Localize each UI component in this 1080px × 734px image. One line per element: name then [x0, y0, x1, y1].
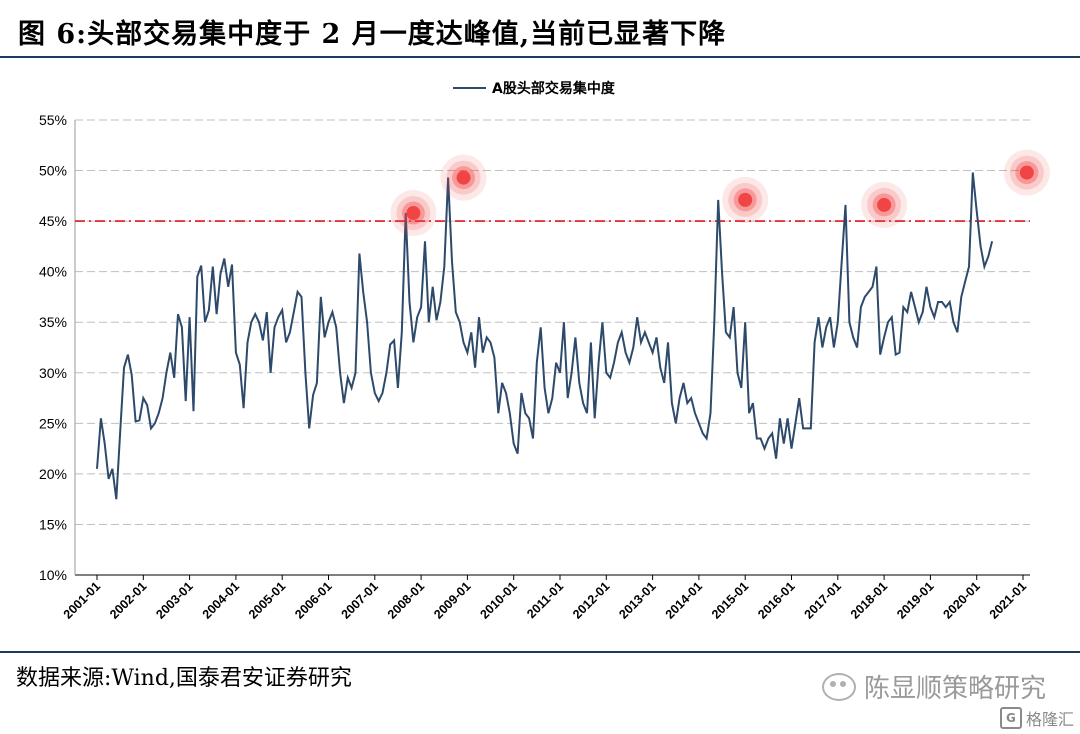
footer-divider: [0, 651, 1080, 653]
watermark-text: 陈显顺策略研究: [863, 674, 1046, 704]
page-title: 图 6:头部交易集中度于 2 月一度达峰值,当前已显著下降: [18, 19, 727, 50]
x-tick-label: 2010-01: [477, 579, 519, 621]
y-tick-label: 55%: [39, 112, 67, 128]
legend: A股头部交易集中度: [453, 80, 616, 97]
peak-markers: [390, 149, 1050, 237]
wechat-icon: [821, 672, 856, 701]
y-tick-label: 15%: [39, 516, 67, 532]
x-axis-ticks: 2001-01 2002-01 2003-01 2004-01 2005-01 2006-…: [61, 575, 1029, 622]
peak-marker: [1003, 149, 1050, 196]
y-tick-label: 50%: [39, 163, 67, 179]
x-tick-label: 2014-01: [663, 579, 705, 621]
x-tick-label: 2017-01: [802, 579, 844, 621]
x-tick-label: 2009-01: [431, 579, 473, 621]
brand-text: 格隆汇: [1025, 710, 1074, 729]
x-tick-label: 2018-01: [848, 579, 890, 621]
x-tick-label: 2005-01: [246, 579, 288, 621]
x-tick-label: 2015-01: [709, 579, 751, 621]
title-divider: [0, 56, 1080, 58]
x-tick-label: 2001-01: [61, 579, 103, 621]
x-tick-label: 2020-01: [940, 579, 982, 621]
x-tick-label: 2019-01: [894, 579, 936, 621]
x-tick-label: 2006-01: [292, 579, 334, 621]
y-axis-ticks: 10% 15% 20% 25% 30% 35% 40% 45% 50% 55%: [39, 112, 67, 583]
y-tick-label: 10%: [39, 567, 67, 583]
x-tick-label: 2016-01: [755, 579, 797, 621]
x-tick-label: 2008-01: [385, 579, 427, 621]
y-tick-label: 45%: [39, 213, 67, 229]
x-tick-label: 2007-01: [339, 579, 381, 621]
y-tick-label: 30%: [39, 365, 67, 381]
brand-mark: G 格隆汇: [999, 706, 1074, 730]
x-tick-label: 2012-01: [570, 579, 612, 621]
x-tick-label: 2002-01: [107, 579, 149, 621]
peak-marker: [440, 154, 487, 201]
brand-logo-icon: G: [999, 707, 1022, 729]
x-tick-label: 2021-01: [987, 579, 1029, 621]
peak-marker: [861, 181, 908, 228]
y-tick-label: 25%: [39, 415, 67, 431]
peak-marker: [390, 190, 437, 237]
x-tick-label: 2004-01: [200, 579, 242, 621]
source-note: 数据来源:Wind,国泰君安证券研究: [16, 666, 352, 691]
y-tick-label: 20%: [39, 466, 67, 482]
peak-marker: [722, 176, 769, 223]
x-tick-label: 2013-01: [616, 579, 658, 621]
y-tick-label: 35%: [39, 314, 67, 330]
series-line-a-share-concentration: [96, 172, 994, 500]
y-tick-label: 40%: [39, 264, 67, 280]
gridlines: [75, 119, 1030, 525]
x-tick-label: 2011-01: [524, 579, 566, 621]
watermark: 陈显顺策略研究: [821, 668, 1046, 705]
x-tick-label: 2003-01: [153, 579, 195, 621]
line-chart: 10%15%20%25%30%35%40%45%50%55% 2001-01 20…: [39, 80, 1050, 622]
legend-label: A股头部交易集中度: [492, 80, 616, 97]
